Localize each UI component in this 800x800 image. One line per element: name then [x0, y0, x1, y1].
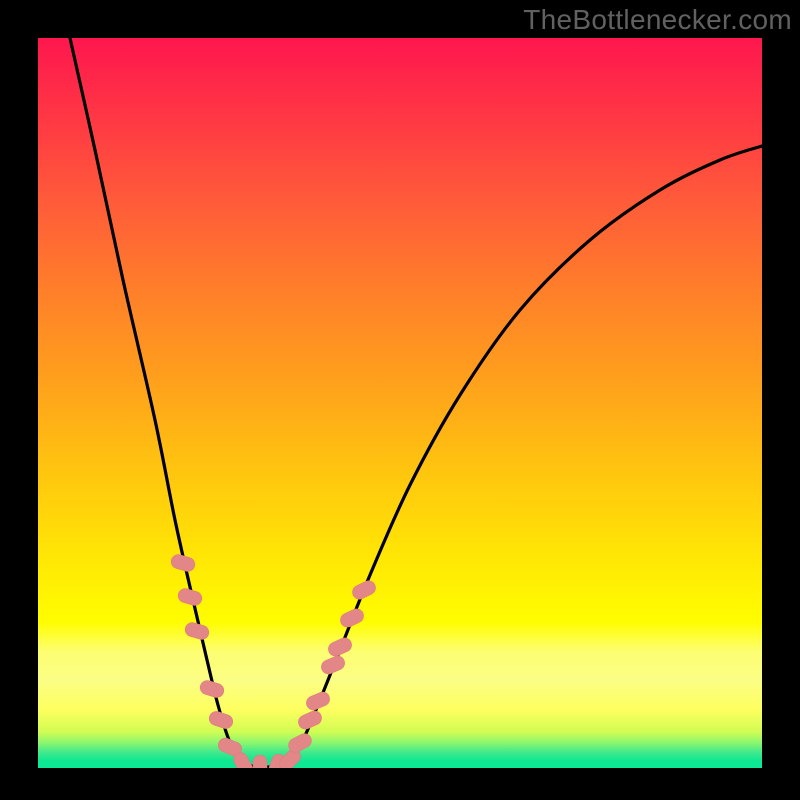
chart-svg — [0, 0, 800, 800]
watermark-text: TheBottlenecker.com — [523, 4, 792, 36]
chart-stage: TheBottlenecker.com — [0, 0, 800, 800]
gradient-background — [38, 38, 762, 768]
plot-area — [38, 38, 762, 780]
